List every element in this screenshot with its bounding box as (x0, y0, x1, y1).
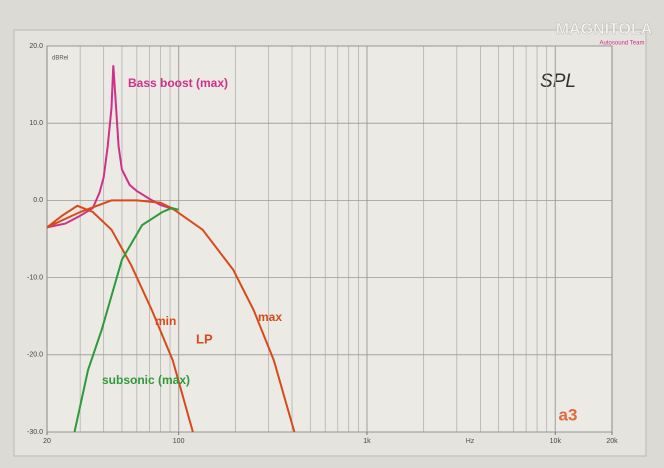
series-label: Bass boost (max) (128, 76, 228, 90)
x-axis-label: Hz (466, 438, 475, 445)
series-label: subsonic (max) (102, 373, 190, 387)
watermark: MAGNITOLA (556, 21, 653, 38)
series-line (47, 204, 194, 432)
y-tick-label: 20.0 (29, 43, 43, 50)
chart-title: SPL (540, 71, 576, 92)
y-tick-label: 0.0 (33, 197, 43, 204)
x-tick-label: 20k (606, 438, 618, 445)
x-tick-label: 100 (173, 438, 185, 445)
series-line (73, 207, 179, 432)
y-tick-label: 10.0 (29, 120, 43, 127)
y-tick-label: -10.0 (27, 274, 43, 281)
logo: a3 (559, 405, 578, 424)
watermark-sub: Autosound Team (600, 41, 645, 47)
y-tick-label: -20.0 (27, 352, 43, 359)
x-tick-label: 20 (43, 438, 51, 445)
annotation: LP (196, 331, 213, 346)
series-line (47, 65, 175, 229)
x-tick-label: 10k (550, 438, 562, 445)
series-label: min (155, 314, 176, 328)
y-tick-label: -30.0 (27, 429, 43, 436)
y-axis-label: dBRel (52, 56, 68, 62)
series-label: max (258, 310, 282, 324)
x-tick-label: 1k (363, 438, 371, 445)
